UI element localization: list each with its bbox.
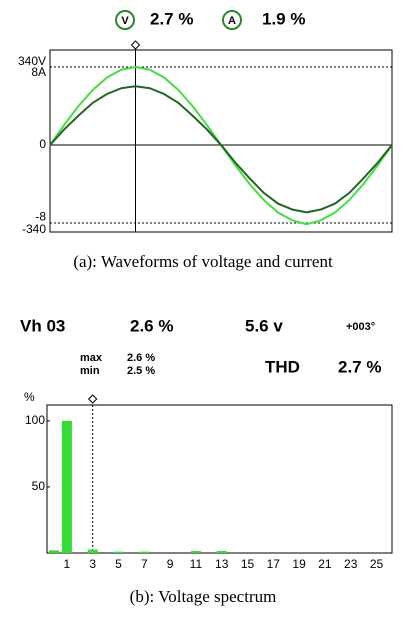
x-tick-label: 21	[318, 557, 332, 571]
percent: 2.6 %	[130, 316, 173, 335]
y2-tick-label: -8	[35, 209, 46, 223]
reading: 1.9 %	[262, 9, 305, 28]
y-tick-label: 50	[32, 479, 46, 493]
icon: V	[121, 15, 129, 27]
x-tick-label: 15	[241, 557, 255, 571]
caption: (a): Waveforms of voltage and current	[73, 252, 333, 271]
reading: 2.7 %	[150, 9, 193, 28]
x-tick-label: 23	[344, 557, 358, 571]
y-tick-label: 0	[39, 137, 46, 151]
plot-frame	[46, 404, 393, 554]
bar	[216, 551, 227, 553]
cursor-marker	[130, 40, 141, 50]
icon: A	[228, 15, 236, 27]
x-tick-label: 25	[370, 557, 384, 571]
thd-label: THD	[265, 357, 300, 376]
x-tick-label: 13	[215, 557, 229, 571]
phase: +003°	[346, 321, 375, 333]
caption: (b): Voltage spectrum	[130, 587, 277, 606]
plot-frame	[49, 49, 393, 233]
x-tick-label: 3	[89, 557, 96, 571]
bar	[49, 550, 59, 553]
y-tick-label: 100	[25, 413, 45, 427]
min-label: min	[80, 365, 100, 377]
y-axis-label: %	[24, 390, 35, 404]
max-label: max	[80, 352, 103, 364]
cursor-marker	[87, 394, 98, 404]
bar	[113, 551, 124, 553]
y-tick-label: 340V	[18, 54, 46, 68]
x-tick-label: 9	[167, 557, 174, 571]
x-tick-label: 19	[292, 557, 306, 571]
x-tick-label: 17	[267, 557, 281, 571]
x-tick-label: 11	[190, 557, 203, 571]
icon-ring	[222, 10, 242, 30]
bar	[190, 551, 201, 553]
x-tick-label: 1	[64, 557, 71, 571]
thd: 2.7 %	[338, 357, 381, 376]
bar	[61, 420, 72, 553]
x-tick-label: 7	[141, 557, 148, 571]
max: 2.6 %	[127, 352, 155, 364]
voltage: 5.6 v	[245, 316, 283, 335]
x-tick-label: 5	[115, 557, 122, 571]
waveform	[49, 85, 393, 214]
y-tick-label: -340	[22, 222, 46, 236]
min: 2.5 %	[127, 365, 155, 377]
bar	[139, 551, 150, 553]
bar	[87, 549, 98, 553]
icon-ring	[115, 10, 135, 30]
harmonic: Vh 03	[20, 316, 65, 335]
y2-tick-label: 8A	[31, 65, 46, 79]
